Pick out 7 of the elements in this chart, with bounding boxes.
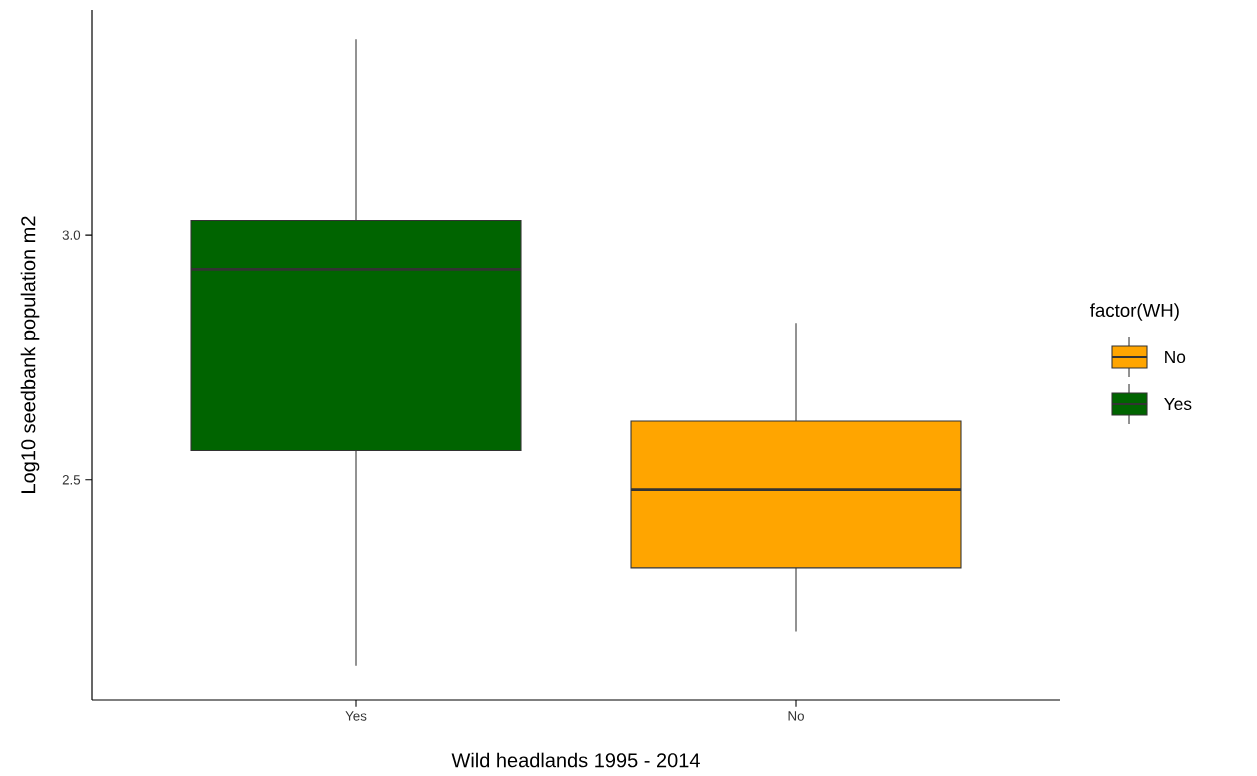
legend-label: Yes [1164,397,1192,411]
legend-label: No [1165,350,1186,364]
x-axis-title: Wild headlands 1995 - 2014 [451,752,700,768]
y-tick-label: 2.5 [62,475,81,485]
legend-title: factor(WH) [1089,303,1179,321]
y-axis-title: Log10 seedbank population m2 [20,216,40,493]
y-tick-label: 3.0 [62,230,81,240]
